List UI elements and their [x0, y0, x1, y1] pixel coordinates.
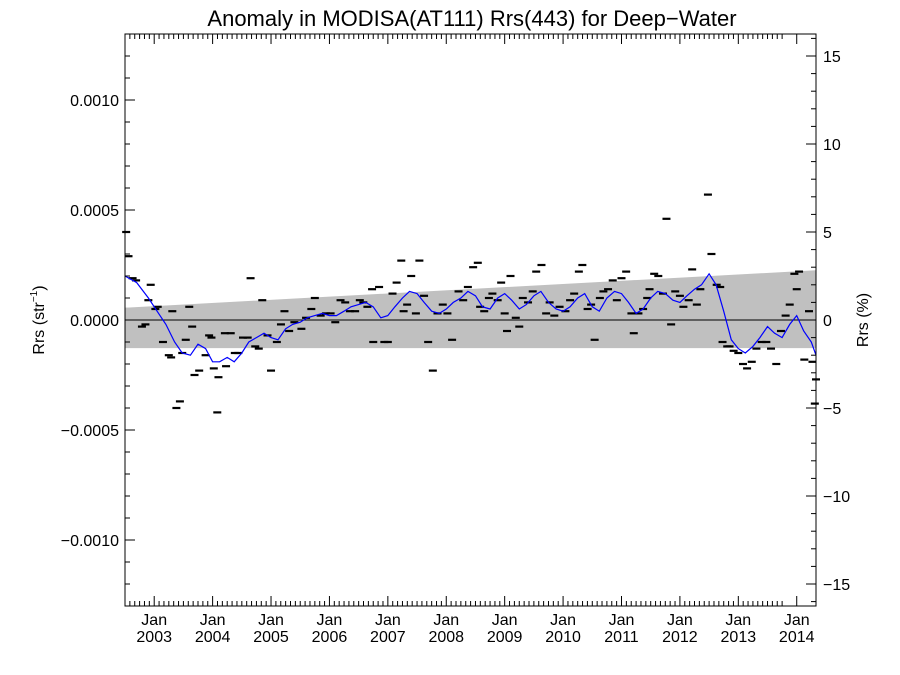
y-right-tick-label: −15	[823, 577, 850, 594]
x-tick-label-year: 2006	[312, 629, 348, 646]
x-tick-label-year: 2014	[779, 629, 815, 646]
y-left-tick-label: 0.0005	[70, 203, 119, 220]
y-right-tick-label: −10	[823, 489, 850, 506]
y-right-tick-label: −5	[823, 401, 841, 418]
x-tick-label-year: 2010	[545, 629, 581, 646]
y-right-tick-label: 15	[823, 49, 841, 66]
x-tick-label-month: Jan	[433, 612, 459, 629]
x-tick-label-month: Jan	[492, 612, 518, 629]
x-tick-label-year: 2008	[428, 629, 464, 646]
x-tick-label-month: Jan	[667, 612, 693, 629]
y-left-tick-label: 0.0000	[70, 313, 119, 330]
smoothed-series-line	[124, 272, 817, 363]
y-axis-label-left-text: Rrs (str	[31, 301, 48, 354]
x-tick-label-year: 2005	[253, 629, 289, 646]
x-tick-label-month: Jan	[725, 612, 751, 629]
x-tick-label-month: Jan	[609, 612, 635, 629]
y-right-tick-label: 0	[823, 313, 832, 330]
y-left-tick-label: −0.0010	[61, 533, 119, 550]
x-tick-label-year: 2012	[662, 629, 698, 646]
x-tick-label-year: 2011	[604, 629, 639, 646]
x-tick-label-year: 2004	[195, 629, 231, 646]
y-axis-label-left: Rrs (str−1)	[29, 285, 48, 354]
x-tick-label-year: 2007	[370, 629, 406, 646]
y-axis-label-left-sup: −1	[29, 290, 40, 302]
x-tick-label-month: Jan	[141, 612, 167, 629]
x-tick-label-year: 2003	[136, 629, 172, 646]
chart-title: Anomaly in MODISA(AT111) Rrs(443) for De…	[207, 6, 736, 31]
x-tick-label-year: 2009	[487, 629, 523, 646]
x-tick-label-month: Jan	[317, 612, 343, 629]
x-tick-label-month: Jan	[784, 612, 810, 629]
uncertainty-band	[125, 270, 816, 349]
plot-area: 0.0010 0.0005 0.0000 −0.0005 −0.0010 15 10 5 0 −5…	[61, 33, 850, 646]
y-left-tick-label: −0.0005	[61, 423, 119, 440]
y-axis-label-right: Rrs (%)	[855, 293, 872, 347]
x-tick-label-month: Jan	[200, 612, 226, 629]
x-tick-label-year: 2013	[721, 629, 757, 646]
x-tick-label-month: Jan	[550, 612, 576, 629]
y-axis-label-left-close: )	[31, 285, 48, 290]
y-right-tick-label: 5	[823, 225, 832, 242]
x-tick-label-month: Jan	[375, 612, 401, 629]
x-tick-label-month: Jan	[258, 612, 284, 629]
y-left-tick-label: 0.0010	[70, 93, 119, 110]
y-right-tick-label: 10	[823, 137, 841, 154]
